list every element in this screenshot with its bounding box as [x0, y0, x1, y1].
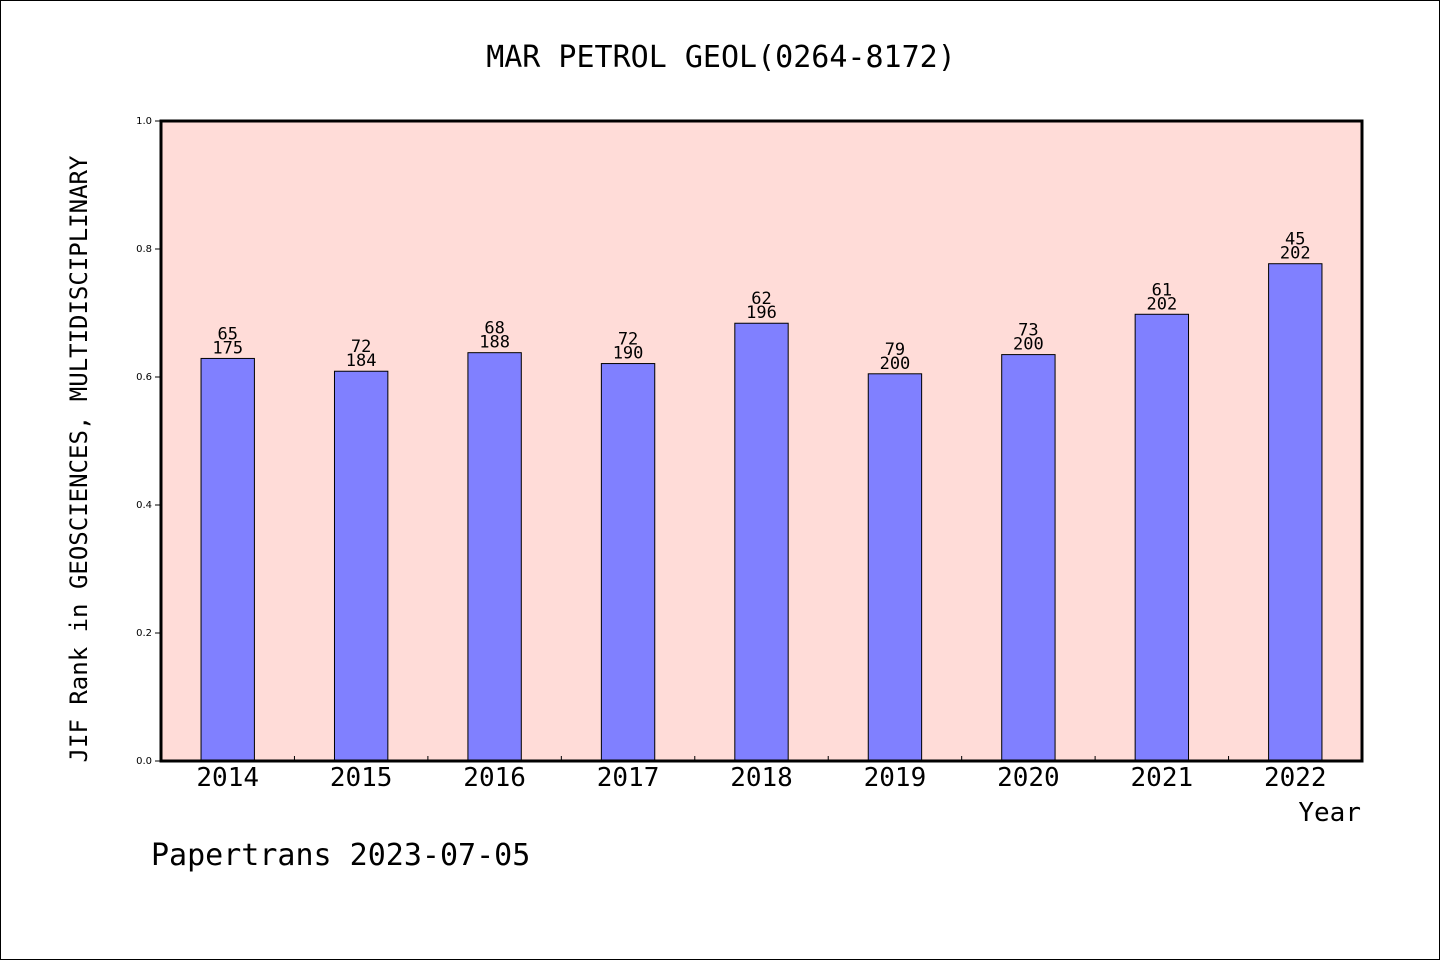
bar-2021: [1134, 313, 1190, 762]
bar-total-label-2021: 202: [1146, 294, 1177, 314]
y-tick-label-0.2: 0.2: [136, 628, 152, 639]
footer-credit: Papertrans 2023-07-05: [151, 838, 530, 873]
bar-rank-label-2020: 73: [1018, 321, 1038, 341]
bar-rank-label-2016: 68: [484, 319, 504, 339]
bar-2022: [1268, 263, 1323, 762]
y-axis: 0.0 0.2 0.4 0.6 0.8 1.0: [136, 116, 161, 767]
bar-2015: [333, 370, 389, 762]
x-tick-label-2017: 2017: [597, 763, 660, 793]
y-tick-label-0.0: 0.0: [136, 756, 152, 767]
y-tick-label-0.4: 0.4: [136, 500, 152, 511]
bar-rank-label-2017: 72: [618, 330, 638, 350]
bar-total-label-2017: 190: [613, 344, 644, 364]
bar-total-label-2016: 188: [479, 333, 510, 353]
x-axis: 2014 2015 2016 2017 2018 2019 2020 2021 2022: [196, 756, 1327, 793]
bar-total-label-2014: 175: [212, 338, 243, 358]
y-axis-label: JIF Rank in GEOSCIENCES, MULTIDISCIPLINA…: [65, 155, 93, 762]
y-tick-label-0.8: 0.8: [136, 244, 152, 255]
y-tick-label-0.6: 0.6: [136, 372, 152, 383]
y-tick-label-1.0: 1.0: [136, 116, 152, 127]
x-tick-label-2022: 2022: [1264, 763, 1327, 793]
chart-title: MAR PETROL GEOL(0264-8172): [486, 40, 956, 75]
x-tick-label-2014: 2014: [196, 763, 259, 793]
bar-2019: [867, 373, 923, 762]
bar-rank-label-2015: 72: [351, 337, 371, 357]
bar-rank-label-2018: 62: [751, 289, 771, 309]
bar-2014: [200, 357, 255, 762]
plot-border: [159, 119, 1364, 763]
bar-2017: [600, 363, 656, 762]
bars-group: [200, 263, 1323, 762]
x-tick-label-2018: 2018: [730, 763, 793, 793]
bar-2020: [1001, 354, 1056, 762]
x-tick-label-2019: 2019: [864, 763, 927, 793]
bar-rank-label-2021: 61: [1152, 280, 1172, 300]
bar-total-label-2020: 200: [1013, 335, 1044, 355]
bar-2016: [467, 352, 522, 762]
bar-total-label-2022: 202: [1280, 244, 1311, 264]
bar-2018: [734, 322, 789, 762]
bar-total-label-2015: 184: [346, 351, 377, 371]
x-axis-label: Year: [1298, 798, 1361, 828]
x-tick-label-2021: 2021: [1131, 763, 1194, 793]
x-tick-label-2020: 2020: [997, 763, 1060, 793]
x-tick-label-2016: 2016: [463, 763, 526, 793]
x-tick-label-2015: 2015: [330, 763, 393, 793]
bar-total-label-2018: 196: [746, 303, 777, 323]
bar-rank-label-2014: 65: [217, 324, 237, 344]
bar-rank-label-2019: 79: [885, 340, 905, 360]
bar-total-label-2019: 200: [880, 354, 911, 374]
bar-rank-label-2022: 45: [1285, 230, 1305, 250]
